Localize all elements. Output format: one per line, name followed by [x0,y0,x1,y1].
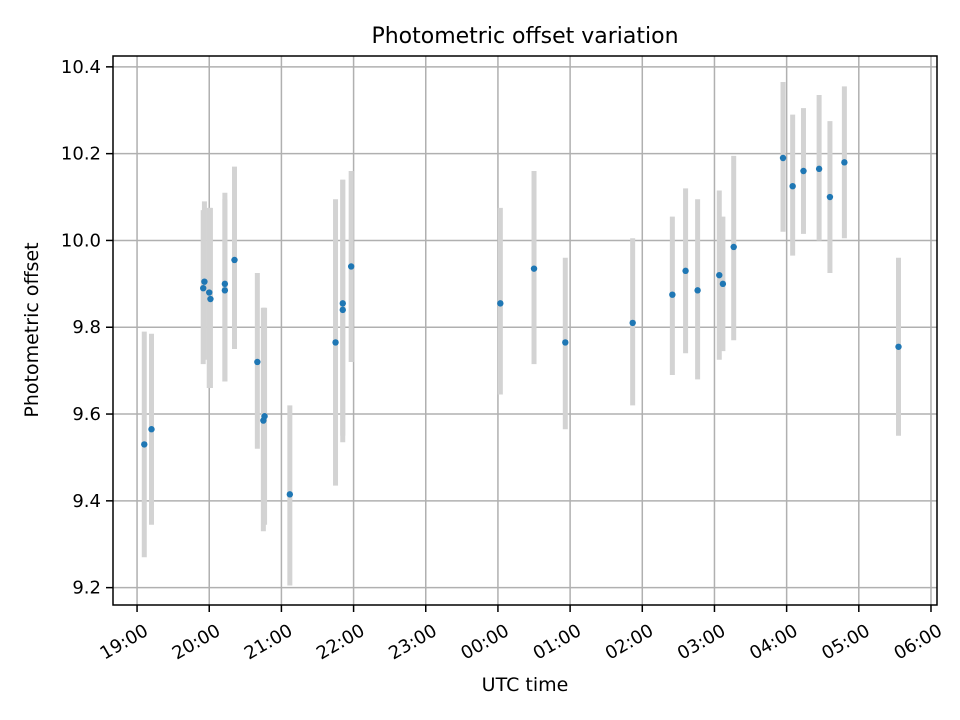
data-point [800,167,807,175]
data-point [789,182,796,190]
chart-title: Photometric offset variation [371,24,678,49]
data-point [148,426,155,433]
data-point [339,300,346,307]
data-point [841,159,848,166]
data-point [694,287,701,294]
data-point [141,441,148,448]
data-point [562,339,569,346]
y-tick-label: 10.4 [61,57,101,78]
data-point [719,280,727,288]
y-tick-label: 9.4 [72,491,101,512]
y-tick-label: 9.2 [72,578,101,599]
y-tick-label: 10.0 [61,230,101,251]
data-point [669,291,676,298]
data-point [815,165,823,173]
data-point [332,339,339,346]
data-point [201,278,208,285]
data-point [221,280,229,288]
data-point [497,300,504,307]
data-points [141,154,902,498]
data-point [286,491,294,498]
y-axis-label: Photometric offset [21,242,43,417]
data-point [339,306,346,314]
data-point [231,256,238,264]
data-point [716,271,723,279]
data-point [895,343,902,350]
data-point [261,413,268,420]
y-tick-label: 10.2 [61,144,101,165]
data-point [200,284,207,292]
data-point [826,193,834,201]
data-point [347,263,355,270]
data-point [779,154,787,162]
plot-frame [112,55,938,606]
y-tick-label: 9.6 [72,404,101,425]
y-tick-label: 9.8 [72,317,101,338]
data-point [207,295,214,303]
data-point [221,287,229,294]
x-axis-label: UTC time [482,674,569,696]
data-point [530,265,538,272]
data-point [730,243,737,251]
data-point [206,289,213,296]
data-point [254,358,261,366]
data-point [682,267,689,275]
data-point [629,319,636,327]
grid [113,56,937,605]
